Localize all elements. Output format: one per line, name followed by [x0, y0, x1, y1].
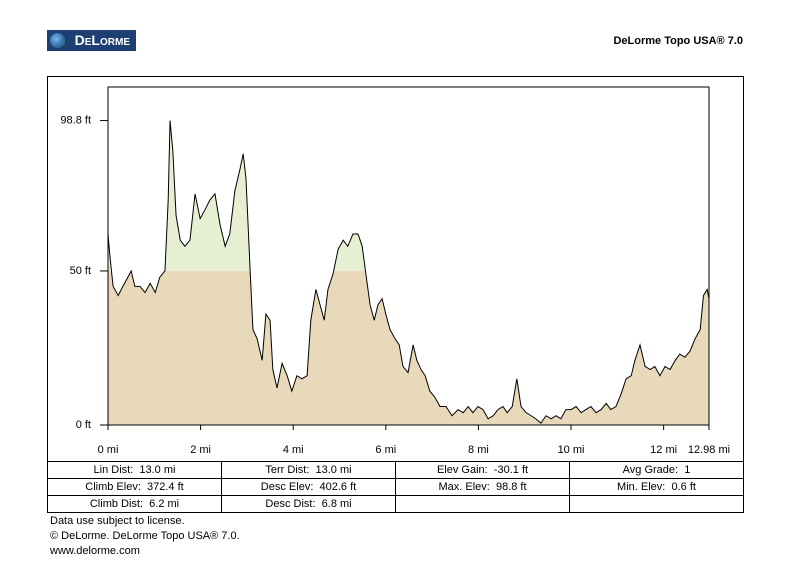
stat-value: -30.1 ft	[493, 464, 529, 476]
logo: DeLorme	[47, 30, 136, 51]
x-tick-label: 2 mi	[190, 444, 211, 456]
stat-value: 13.0 mi	[315, 464, 352, 476]
stat-label: Min. Elev:	[617, 481, 666, 493]
area	[108, 120, 709, 425]
stat-label: Terr Dist:	[265, 464, 310, 476]
stat-label: Elev Gain:	[436, 464, 488, 476]
stat-value: 0.6 ft	[671, 481, 696, 493]
stat-value: 372.4 ft	[147, 481, 184, 493]
stat-value: 13.0 mi	[139, 464, 176, 476]
stat-label: Lin Dist:	[93, 464, 134, 476]
stats-table: Lin Dist: 13.0 mi Terr Dist: 13.0 mi Elev …	[47, 461, 744, 513]
y-tick-label: 50 ft	[70, 265, 91, 277]
stats-cell: Climb Elev: 372.4 ft	[47, 478, 222, 496]
stats-cell: Elev Gain: -30.1 ft	[395, 461, 570, 479]
app-title: DeLorme Topo USA® 7.0	[613, 35, 743, 47]
stats-cell	[569, 495, 744, 513]
stat-label: Max. Elev:	[438, 481, 490, 493]
stats-row: Climb Elev: 372.4 ft Desc Elev: 402.6 ft M…	[47, 478, 744, 496]
x-tick-label: 4 mi	[283, 444, 304, 456]
stats-cell: Climb Dist: 6.2 mi	[47, 495, 222, 513]
x-tick-label: 6 mi	[375, 444, 396, 456]
x-tick-label: 10 mi	[558, 444, 585, 456]
footer-line: www.delorme.com	[50, 545, 140, 557]
stats-cell: Lin Dist: 13.0 mi	[47, 461, 222, 479]
stat-label: Desc Elev:	[260, 481, 314, 493]
stat-label: Desc Dist:	[265, 498, 316, 510]
stats-row: Lin Dist: 13.0 mi Terr Dist: 13.0 mi Elev …	[47, 461, 744, 479]
profile-line	[107, 120, 710, 424]
area-above-split	[108, 120, 366, 271]
stat-value: 98.8 ft	[495, 481, 527, 493]
stat-value: 6.2 mi	[149, 498, 180, 510]
plot-frame	[107, 86, 710, 426]
stats-cell	[395, 495, 570, 513]
stat-label: Climb Elev:	[85, 481, 141, 493]
x-tick-label: 8 mi	[468, 444, 489, 456]
y-tick-label: 0 ft	[76, 419, 91, 431]
stats-cell: Min. Elev: 0.6 ft	[569, 478, 744, 496]
footer-line: © DeLorme. DeLorme Topo USA® 7.0.	[50, 530, 240, 542]
stat-label: Climb Dist:	[89, 498, 144, 510]
stat-value: 6.8 mi	[321, 498, 352, 510]
stats-cell: Max. Elev: 98.8 ft	[395, 478, 570, 496]
stats-cell: Terr Dist: 13.0 mi	[221, 461, 396, 479]
stat-value: 402.6 ft	[319, 481, 357, 493]
stat-label: Avg Grade:	[622, 464, 679, 476]
stats-cell: Desc Dist: 6.8 mi	[221, 495, 396, 513]
x-tick-label: 12.98 mi	[688, 444, 730, 456]
x-tick-label: 12 mi	[650, 444, 677, 456]
stats-row: Climb Dist: 6.2 mi Desc Dist: 6.8 mi	[47, 495, 744, 513]
footer: Data use subject to license. © DeLorme. D…	[50, 514, 240, 559]
x-tick-label: 0 mi	[98, 444, 119, 456]
stat-value: 1	[684, 464, 691, 476]
stats-cell: Desc Elev: 402.6 ft	[221, 478, 396, 496]
logo-globe	[50, 33, 65, 48]
stats-cell: Avg Grade: 1	[569, 461, 744, 479]
logo-text: DeLorme	[74, 32, 130, 48]
y-tick-label: 98.8 ft	[60, 114, 91, 126]
footer-line: Data use subject to license.	[50, 515, 185, 527]
